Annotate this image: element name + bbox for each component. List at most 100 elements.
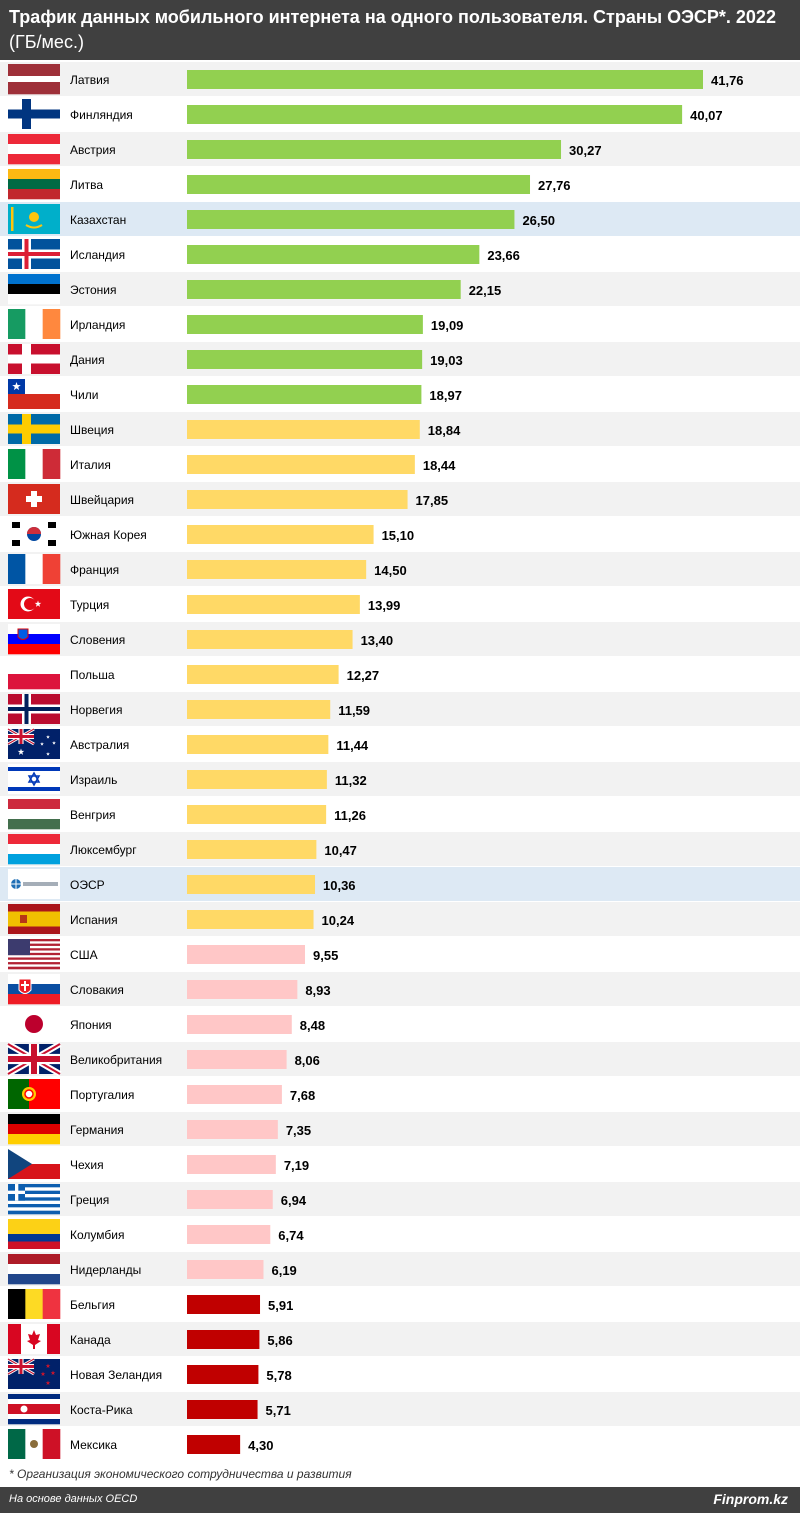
chart-row: Южная Корея 15,10 <box>0 517 800 551</box>
bar <box>187 1050 287 1069</box>
category-label: Швейцария <box>70 493 134 507</box>
chart-row: Греция 6,94 <box>0 1182 800 1216</box>
category-label: Литва <box>70 178 103 192</box>
chart-row: Швейцария 17,85 <box>0 482 800 516</box>
category-label: Новая Зеландия <box>70 1368 162 1382</box>
chart-row: Люксембург 10,47 <box>0 832 800 866</box>
row-background <box>0 1182 800 1216</box>
category-label: Ирландия <box>70 318 125 332</box>
chart-row: Словения 13,40 <box>0 622 800 656</box>
data-label: 23,66 <box>487 248 520 263</box>
data-label: 41,76 <box>711 73 744 88</box>
australia-flag-icon <box>7 727 60 759</box>
spain-flag-icon <box>8 904 60 934</box>
data-label: 15,10 <box>382 528 415 543</box>
bar <box>187 770 327 789</box>
row-background <box>0 552 800 586</box>
category-label: Япония <box>70 1018 112 1032</box>
bar <box>187 1120 278 1139</box>
chart-row: Колумбия 6,74 <box>0 1217 800 1251</box>
bar <box>187 1085 282 1104</box>
footnote: * Организация экономического сотрудничес… <box>9 1467 352 1481</box>
row-background <box>0 727 800 761</box>
bar <box>187 1015 292 1034</box>
category-label: Португалия <box>70 1088 134 1102</box>
data-label: 7,68 <box>290 1088 315 1103</box>
row-background <box>0 1007 800 1041</box>
category-label: США <box>70 948 98 962</box>
chart-row: Новая Зеландия 5,78 <box>0 1357 800 1391</box>
data-label: 10,47 <box>324 843 357 858</box>
category-label: Норвегия <box>70 703 123 717</box>
bar <box>187 490 408 509</box>
bar <box>187 980 298 999</box>
chart-row: Испания 10,24 <box>0 902 800 936</box>
chart-row: ОЭСР 10,36 <box>0 867 800 901</box>
category-label: Германия <box>70 1123 124 1137</box>
lithuania-flag-icon <box>8 169 60 200</box>
category-label: Италия <box>70 458 111 472</box>
chart-row: Австралия 11,44 <box>0 727 800 761</box>
bar <box>187 210 515 229</box>
data-label: 4,30 <box>248 1438 273 1453</box>
data-label: 10,24 <box>322 913 355 928</box>
turkey-flag-icon <box>8 589 60 619</box>
chart-row: Германия 7,35 <box>0 1112 800 1146</box>
data-label: 26,50 <box>522 213 555 228</box>
header: Трафик данных мобильного интернета на од… <box>0 0 800 60</box>
data-label: 11,32 <box>335 773 367 788</box>
category-label: Южная Корея <box>70 528 147 542</box>
chart-title-unit: (ГБ/мес.) <box>9 32 84 52</box>
poland-flag-icon <box>8 659 60 690</box>
chart-row: Португалия 7,68 <box>0 1077 800 1111</box>
row-background <box>0 587 800 621</box>
bar <box>187 1400 258 1419</box>
bar <box>187 1365 259 1384</box>
chart-row: Ирландия 19,09 <box>0 307 800 341</box>
chart-row: Латвия 41,76 <box>0 62 800 96</box>
bar <box>187 805 327 824</box>
chart-row: Бельгия 5,91 <box>0 1287 800 1321</box>
bar <box>187 70 703 89</box>
chart-row: Венгрия 11,26 <box>0 797 800 831</box>
bar <box>187 700 331 719</box>
category-label: Турция <box>70 598 109 612</box>
category-label: Греция <box>70 1193 109 1207</box>
row-background <box>0 692 800 726</box>
data-label: 19,09 <box>431 318 464 333</box>
category-label: Нидерланды <box>70 1263 141 1277</box>
bar <box>187 1435 241 1454</box>
data-label: 11,59 <box>338 703 370 718</box>
czechia-flag-icon <box>8 1149 60 1179</box>
chart-row: Коста-Рика 5,71 <box>0 1392 800 1426</box>
norway-flag-icon <box>8 694 60 724</box>
bar <box>187 350 423 369</box>
row-background <box>0 1392 800 1426</box>
row-background <box>0 972 800 1006</box>
mexico-flag-icon <box>8 1429 61 1459</box>
row-background <box>0 1322 800 1356</box>
category-label: Бельгия <box>70 1298 115 1312</box>
france-flag-icon <box>8 554 61 584</box>
data-label: 5,71 <box>266 1403 291 1418</box>
category-label: Коста-Рика <box>70 1403 133 1417</box>
data-label: 7,19 <box>284 1158 309 1173</box>
bar <box>187 455 415 474</box>
denmark-flag-icon <box>8 344 60 374</box>
bar <box>187 945 306 964</box>
category-label: Австралия <box>70 738 129 752</box>
data-label: 9,55 <box>313 948 338 963</box>
luxembourg-flag-icon <box>8 834 60 865</box>
chart-row: Канада 5,86 <box>0 1322 800 1356</box>
bar <box>187 595 360 614</box>
row-background <box>0 657 800 691</box>
category-label: Чехия <box>70 1158 104 1172</box>
chart-row: Казахстан 26,50 <box>0 202 800 236</box>
belgium-flag-icon <box>8 1289 61 1319</box>
chart-row: Дания 19,03 <box>0 342 800 376</box>
bar <box>187 385 422 404</box>
source-note: На основе данных OECD <box>9 1493 138 1505</box>
netherlands-flag-icon <box>8 1254 60 1285</box>
chart-row: Словакия 8,93 <box>0 972 800 1006</box>
row-background <box>0 1357 800 1391</box>
